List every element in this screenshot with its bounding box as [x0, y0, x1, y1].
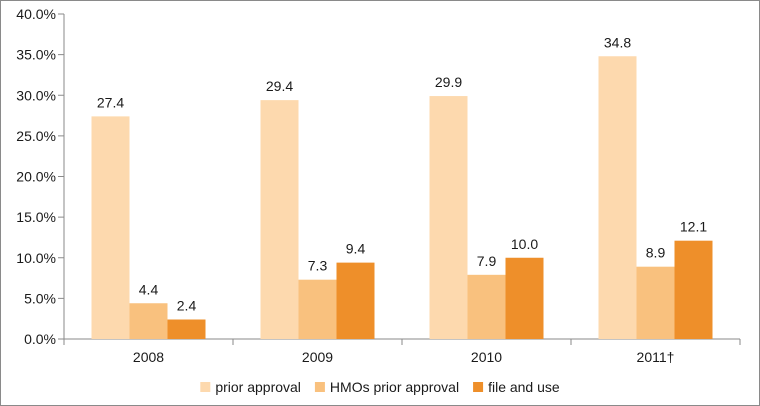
y-tick-label: 5.0% — [24, 290, 56, 306]
y-tick-label: 20.0% — [16, 169, 56, 185]
legend: prior approval HMOs prior approval file an… — [200, 379, 560, 395]
y-tick-label: 25.0% — [16, 128, 56, 144]
bar-hmos-prior-approval — [636, 266, 675, 339]
data-label: 9.4 — [346, 241, 366, 257]
bars — [91, 56, 713, 339]
data-labels: 27.4 4.4 2.4 29.4 7.3 9.4 29.9 7.9 10.0 34.8 8.9 12… — [97, 34, 707, 313]
data-label: 34.8 — [604, 34, 631, 50]
x-tick-label: 2011† — [637, 349, 675, 365]
x-tick-label: 2009 — [302, 349, 333, 365]
bar-prior-approval — [429, 96, 468, 339]
x-tick-label: 2008 — [133, 349, 164, 365]
y-tick-label: 15.0% — [16, 209, 56, 225]
data-label: 8.9 — [646, 245, 666, 261]
bar-hmos-prior-approval — [467, 274, 506, 339]
data-label: 27.4 — [97, 94, 124, 110]
data-label: 7.9 — [477, 253, 497, 269]
legend-item: prior approval — [200, 379, 301, 395]
y-axis: 0.0% 5.0% 10.0% 15.0% 20.0% 25.0% 30.0% 35.0% 40… — [16, 6, 65, 347]
bar-hmos-prior-approval — [298, 279, 337, 339]
bar-hmos-prior-approval — [129, 303, 168, 339]
y-tick-label: 40.0% — [16, 6, 56, 22]
y-tick-label: 10.0% — [16, 250, 56, 266]
data-label: 29.9 — [435, 74, 462, 90]
bar-prior-approval — [260, 100, 299, 339]
legend-label: file and use — [488, 379, 560, 395]
bar-file-and-use — [336, 262, 375, 339]
bar-file-and-use — [674, 240, 713, 339]
y-tick-label: 0.0% — [24, 331, 56, 347]
bar-file-and-use — [167, 319, 206, 339]
data-label: 2.4 — [177, 298, 197, 314]
legend-item: HMOs prior approval — [314, 379, 459, 395]
data-label: 12.1 — [680, 219, 707, 235]
legend-swatch — [473, 382, 484, 392]
x-axis: 2008 2009 2010 2011† — [63, 338, 741, 365]
data-label: 29.4 — [266, 78, 293, 94]
legend-swatch — [200, 382, 211, 392]
legend-item: file and use — [473, 379, 560, 395]
bar-file-and-use — [505, 257, 544, 339]
y-tick-label: 35.0% — [16, 47, 56, 63]
legend-label: HMOs prior approval — [330, 379, 459, 395]
y-tick-label: 30.0% — [16, 87, 56, 103]
bar-prior-approval — [91, 116, 130, 339]
data-label: 10.0 — [511, 236, 538, 252]
x-tick-label: 2010 — [471, 349, 502, 365]
legend-swatch — [314, 382, 325, 392]
data-label: 7.3 — [308, 258, 328, 274]
legend-label: prior approval — [215, 379, 301, 395]
data-label: 4.4 — [139, 281, 159, 297]
bar-prior-approval — [598, 56, 637, 339]
